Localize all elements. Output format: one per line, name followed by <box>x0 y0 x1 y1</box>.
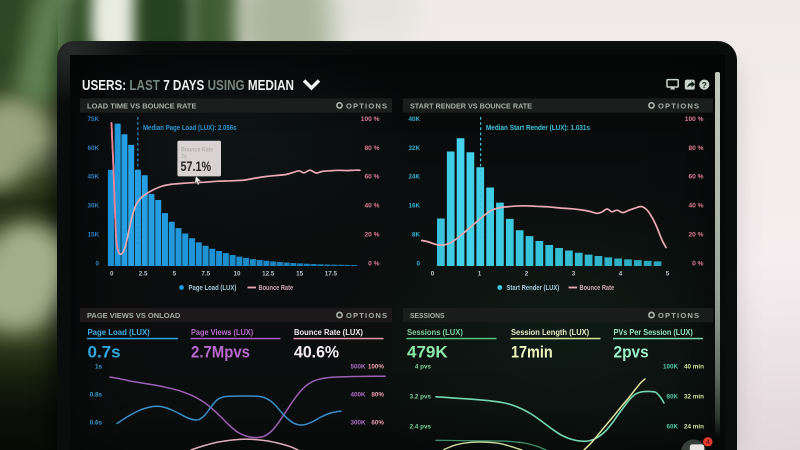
svg-text:0: 0 <box>95 260 99 267</box>
svg-text:PAGE VIEWS VS ONLOAD: PAGE VIEWS VS ONLOAD <box>87 311 181 320</box>
svg-text:40 min: 40 min <box>684 364 704 371</box>
svg-text:40K: 40K <box>408 116 420 123</box>
svg-text:2.7Mpvs: 2.7Mpvs <box>191 344 250 362</box>
svg-text:300K: 300K <box>350 420 366 427</box>
svg-text:17.5: 17.5 <box>325 271 338 278</box>
svg-text:Bounce Rate: Bounce Rate <box>580 285 615 293</box>
svg-text:4: 4 <box>619 271 623 278</box>
svg-text:60K: 60K <box>666 424 678 431</box>
svg-text:32 min: 32 min <box>684 394 704 401</box>
svg-text:0.7s: 0.7s <box>88 342 121 361</box>
svg-text:2pvs: 2pvs <box>614 343 649 362</box>
svg-text:24K: 24K <box>408 174 420 181</box>
svg-text:17min: 17min <box>511 343 553 361</box>
svg-text:0: 0 <box>416 260 420 267</box>
svg-text:80K: 80K <box>666 394 678 401</box>
svg-text:80%: 80% <box>371 392 384 399</box>
svg-text:Bounce Rate (LUX): Bounce Rate (LUX) <box>294 328 363 337</box>
svg-text:0: 0 <box>431 271 435 278</box>
svg-text:4 pvs: 4 pvs <box>415 364 432 371</box>
svg-text:8K: 8K <box>412 231 421 238</box>
svg-text:2: 2 <box>525 271 529 278</box>
svg-text:5: 5 <box>173 271 177 278</box>
svg-text:100 %: 100 % <box>361 116 380 123</box>
svg-text:PVs Per Session (LUX): PVs Per Session (LUX) <box>614 328 694 337</box>
svg-text:5: 5 <box>666 271 670 278</box>
svg-text:30K: 30K <box>87 203 99 210</box>
svg-text:7s: 7s <box>181 154 187 160</box>
svg-text:Start Render (LUX): Start Render (LUX) <box>507 285 560 293</box>
svg-text:LOAD TIME VS BOUNCE RATE: LOAD TIME VS BOUNCE RATE <box>87 102 196 111</box>
svg-text:Sessions (LUX): Sessions (LUX) <box>407 328 463 337</box>
svg-text:7.5: 7.5 <box>201 271 210 278</box>
svg-text:80 %: 80 % <box>688 145 703 152</box>
svg-text:Bounce Rate: Bounce Rate <box>181 147 213 153</box>
svg-text:100 %: 100 % <box>685 116 704 123</box>
svg-text:60 %: 60 % <box>688 174 703 181</box>
svg-text:60 %: 60 % <box>364 174 379 181</box>
svg-text:Session Length (LUX): Session Length (LUX) <box>511 328 590 337</box>
svg-text:80 %: 80 % <box>364 145 379 152</box>
svg-text:0: 0 <box>110 271 114 278</box>
svg-text:12.5: 12.5 <box>262 271 275 278</box>
svg-text:40 %: 40 % <box>688 203 703 210</box>
svg-text:SESSIONS: SESSIONS <box>410 311 445 321</box>
svg-text:Bounce Rate: Bounce Rate <box>259 285 294 293</box>
svg-text:OPTIONS: OPTIONS <box>658 102 700 111</box>
svg-text:1: 1 <box>478 271 482 278</box>
svg-text:Page Load (LUX): Page Load (LUX) <box>88 328 151 337</box>
svg-text:0 %: 0 % <box>692 260 703 267</box>
svg-text:Page Views (LUX): Page Views (LUX) <box>191 328 254 337</box>
svg-text:4: 4 <box>706 439 710 446</box>
svg-text:40.6%: 40.6% <box>294 343 339 362</box>
svg-text:15K: 15K <box>87 231 99 238</box>
svg-text:OPTIONS: OPTIONS <box>346 311 388 320</box>
svg-text:100K: 100K <box>663 364 679 371</box>
svg-text:24 min: 24 min <box>684 424 704 431</box>
svg-text:1s: 1s <box>95 364 103 371</box>
svg-text:2.4 pvs: 2.4 pvs <box>410 424 432 431</box>
svg-text:20 %: 20 % <box>364 231 379 238</box>
svg-text:0.6s: 0.6s <box>90 420 103 427</box>
svg-text:45K: 45K <box>87 174 99 181</box>
svg-text:57.1%: 57.1% <box>181 159 212 174</box>
svg-text:479K: 479K <box>407 342 448 361</box>
svg-text:?: ? <box>702 80 707 90</box>
svg-text:400K: 400K <box>350 392 366 399</box>
svg-text:Page Load (LUX): Page Load (LUX) <box>189 285 237 293</box>
svg-text:15: 15 <box>296 271 304 278</box>
svg-text:10: 10 <box>233 271 241 278</box>
svg-text:100%: 100% <box>368 364 385 371</box>
svg-text:0.8s: 0.8s <box>90 392 103 399</box>
svg-text:2.5: 2.5 <box>139 271 148 278</box>
svg-text:16K: 16K <box>408 203 420 210</box>
svg-text:60%: 60% <box>371 420 384 427</box>
svg-text:Median Page Load (LUX): 2.056s: Median Page Load (LUX): 2.056s <box>143 124 237 131</box>
svg-text:32K: 32K <box>408 145 420 152</box>
svg-text:40 %: 40 % <box>364 203 379 210</box>
svg-text:75K: 75K <box>87 116 99 123</box>
svg-text:OPTIONS: OPTIONS <box>658 311 700 320</box>
svg-text:20 %: 20 % <box>688 231 703 238</box>
svg-text:USERS: LAST 7 DAYS USING MEDIA: USERS: LAST 7 DAYS USING MEDIAN <box>82 77 294 94</box>
svg-text:3: 3 <box>572 271 576 278</box>
svg-text:Median Start Render (LUX): 1.0: Median Start Render (LUX): 1.031s <box>486 125 590 132</box>
svg-text:500K: 500K <box>350 364 366 371</box>
svg-text:3.2 pvs: 3.2 pvs <box>410 394 432 401</box>
svg-text:START RENDER VS BOUNCE RATE: START RENDER VS BOUNCE RATE <box>410 101 532 110</box>
svg-text:0 %: 0 % <box>368 260 379 267</box>
svg-text:OPTIONS: OPTIONS <box>346 102 388 111</box>
svg-text:60K: 60K <box>87 145 99 152</box>
